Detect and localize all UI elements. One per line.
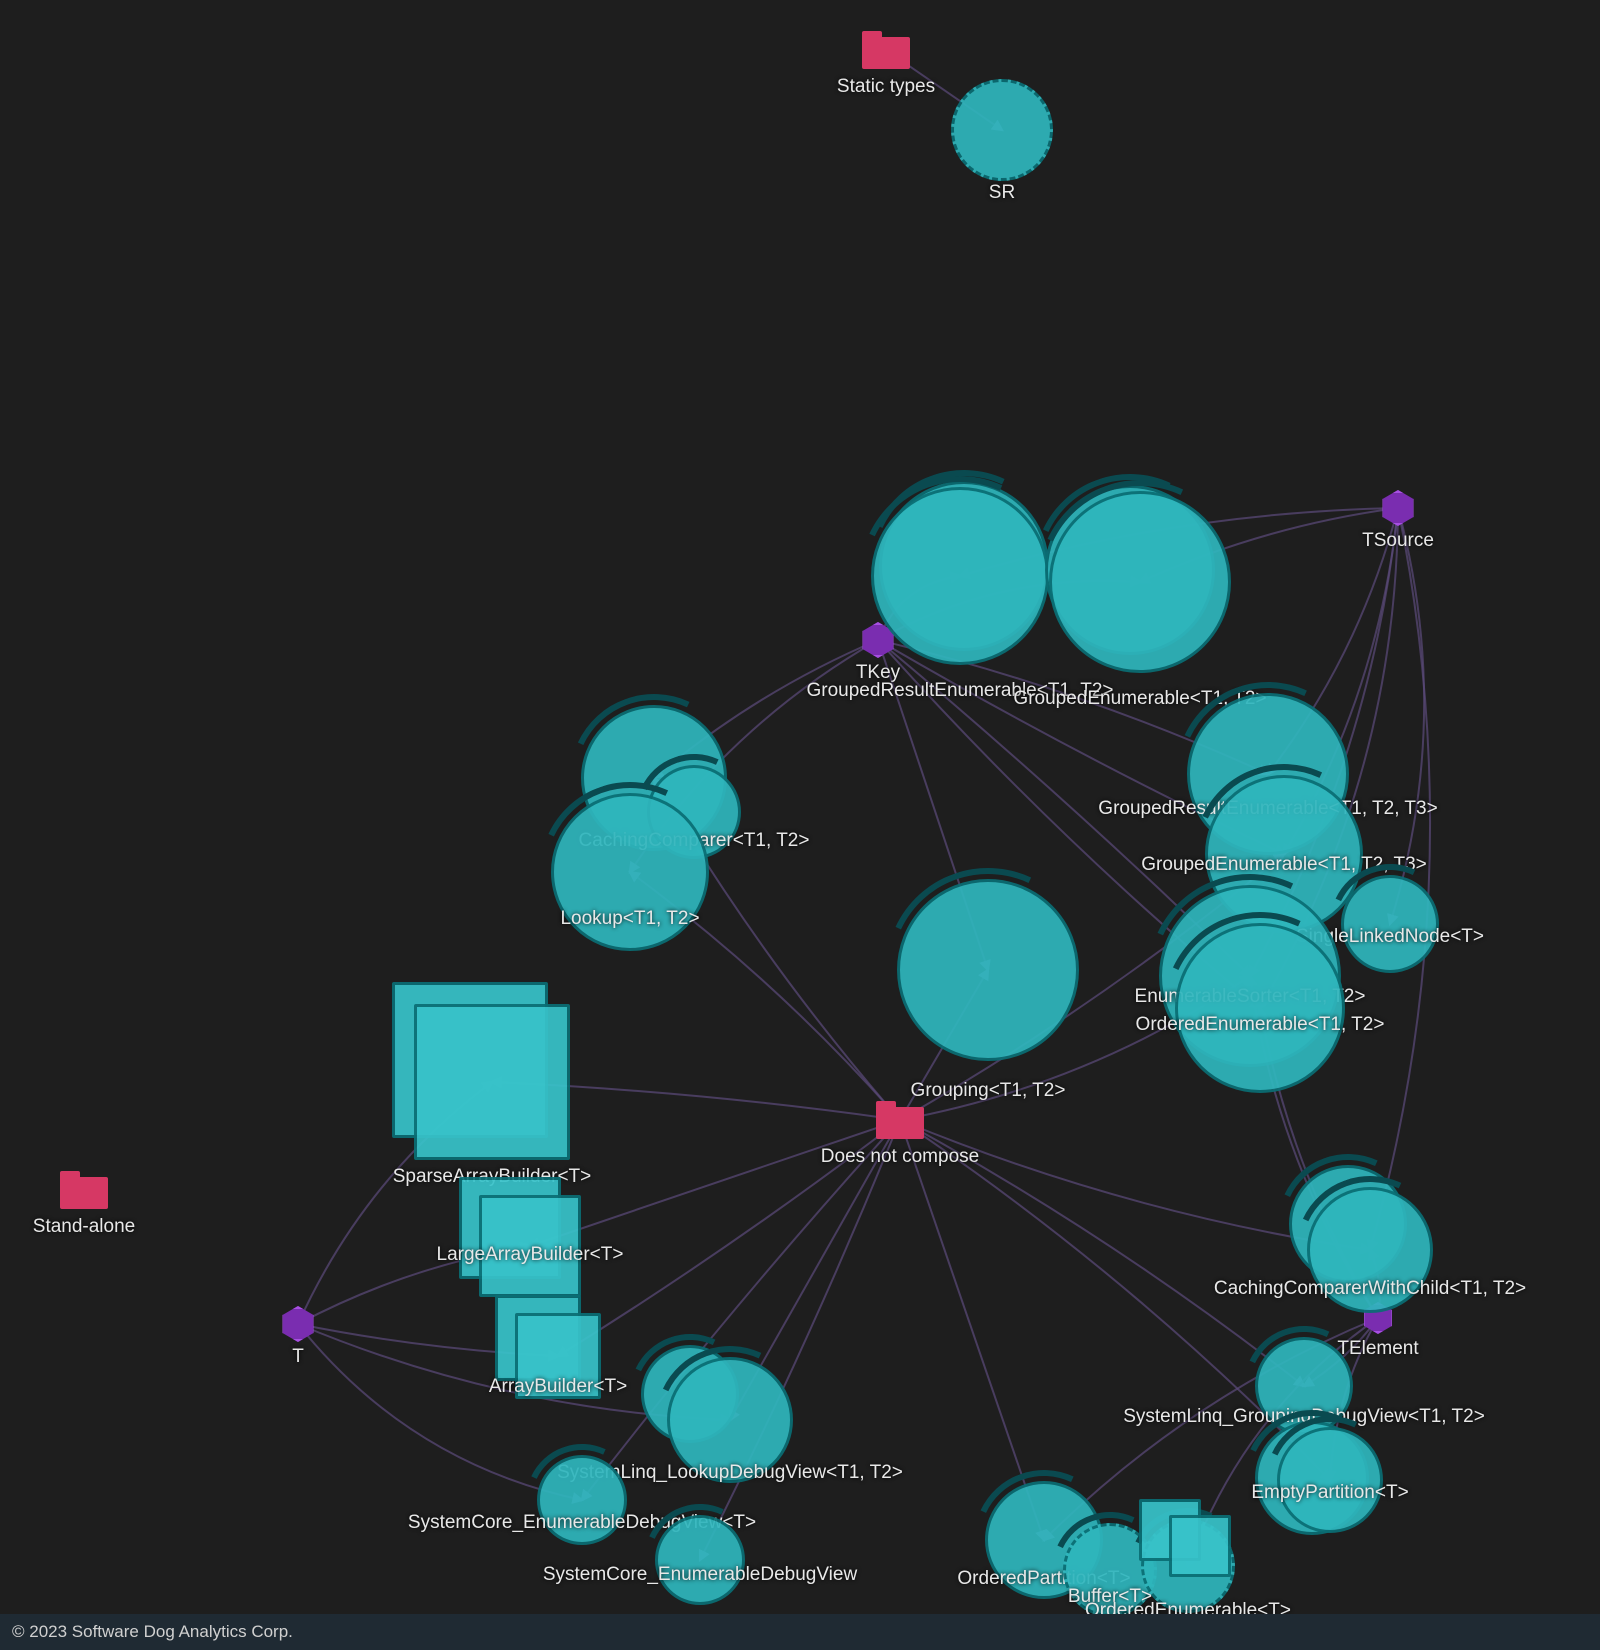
folder-static-types[interactable] — [862, 31, 910, 69]
edge-layer — [0, 0, 1600, 1600]
edge — [558, 1120, 900, 1356]
class-node-sr[interactable] — [951, 79, 1053, 181]
folder-stand-alone[interactable] — [60, 1171, 108, 1209]
edge — [700, 1120, 900, 1560]
class-node-ep-b[interactable] — [1277, 1427, 1383, 1533]
class-node-ge12-b[interactable] — [1049, 491, 1231, 673]
class-node-ccwc-b[interactable] — [1307, 1187, 1433, 1313]
struct-node-sq-small-2[interactable] — [1169, 1515, 1231, 1577]
class-node-scedv[interactable] — [655, 1515, 745, 1605]
class-node-oe12[interactable] — [1175, 923, 1345, 1093]
edge — [900, 1120, 1044, 1540]
class-node-scedv-t[interactable] — [537, 1455, 627, 1545]
class-node-gre12-b[interactable] — [871, 487, 1049, 665]
struct-node-sab-b[interactable] — [414, 1004, 570, 1160]
copyright-text: © 2023 Software Dog Analytics Corp. — [12, 1622, 293, 1642]
class-node-slgdv[interactable] — [1255, 1337, 1353, 1435]
edge — [900, 1120, 1330, 1480]
class-node-lookup[interactable] — [551, 793, 709, 951]
class-node-grouping[interactable] — [897, 879, 1079, 1061]
footer-bar: © 2023 Software Dog Analytics Corp. — [0, 1614, 1600, 1650]
folder-no-compose[interactable] — [876, 1101, 924, 1139]
graph-canvas[interactable]: Static typesStand-aloneDoes not composeT… — [0, 0, 1600, 1600]
struct-node-ab-b[interactable] — [515, 1313, 601, 1399]
class-node-sln[interactable] — [1341, 875, 1439, 973]
edge — [900, 1120, 1304, 1386]
struct-node-lab-b[interactable] — [479, 1195, 581, 1297]
class-node-slldv-b[interactable] — [667, 1357, 793, 1483]
